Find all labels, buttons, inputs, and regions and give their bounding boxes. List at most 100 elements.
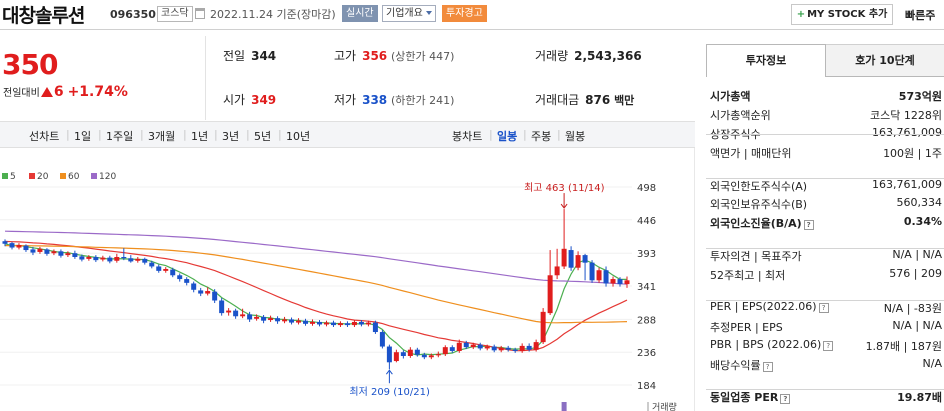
volume-label: 거래량 — [535, 49, 569, 63]
candle — [624, 276, 630, 288]
candle — [191, 281, 197, 293]
candle-chart-label: 봉차트 — [452, 130, 483, 143]
legend-swatch — [29, 173, 35, 179]
candle — [289, 317, 295, 325]
legend-swatch — [91, 173, 97, 179]
candle — [379, 330, 385, 349]
period-10y[interactable]: 10년 — [286, 130, 311, 143]
candle — [163, 267, 169, 273]
info-row: 배당수익률? N/A — [710, 357, 942, 375]
candle — [491, 344, 497, 353]
period-bar: 선차트 | 1일 | 1주일 | 3개월 | 1년 | 3년 | 5년 | 10… — [0, 121, 695, 148]
line-chart-label: 선차트 — [29, 130, 60, 143]
candle-daily[interactable]: 일봉 — [497, 130, 518, 143]
prev-value: 344 — [251, 49, 277, 63]
chevron-down-icon — [426, 11, 432, 15]
divider: | — [140, 128, 144, 141]
y-tick-label: 393 — [637, 249, 656, 260]
prev-label: 전일 — [223, 49, 246, 63]
candle — [268, 315, 274, 322]
period-5y[interactable]: 5년 — [254, 130, 272, 143]
price-change: 전일대비 6 +1.74% — [3, 84, 128, 100]
legend-ma20: 20 — [29, 172, 48, 182]
candle — [414, 347, 420, 357]
candle — [142, 257, 148, 265]
add-mystock-button[interactable]: + MY STOCK 추가 — [791, 4, 893, 25]
info-row-value: N/A | -83원 — [883, 302, 942, 315]
quick-order-link[interactable]: 빠른주 — [905, 9, 936, 22]
candle — [93, 255, 99, 263]
candle — [254, 314, 260, 321]
stock-code: 096350 — [110, 8, 156, 21]
info-row: 추정PER | EPS N/A | N/A — [710, 319, 942, 337]
info-row: 외국인보유주식수(B) 560,334 — [710, 196, 942, 214]
market-badge: 코스닥 — [157, 6, 193, 22]
candle — [449, 345, 455, 353]
candle-monthly[interactable]: 월봉 — [565, 130, 586, 143]
volume-area: 거래량 — [561, 401, 677, 411]
trade-amount: 거래대금 876 백만 — [535, 91, 634, 108]
divider: | — [66, 128, 70, 141]
realtime-button[interactable]: 실시간 — [342, 5, 378, 22]
candle — [603, 266, 609, 287]
candle — [372, 320, 378, 334]
open-label: 시가 — [223, 93, 246, 107]
period-1y[interactable]: 1년 — [191, 130, 209, 143]
max-annotation: 최고 463 (11/14) — [524, 182, 605, 194]
candle — [100, 255, 106, 262]
candle — [296, 318, 302, 325]
help-icon[interactable]: ? — [818, 303, 829, 313]
candle — [582, 253, 588, 281]
tab-order-book[interactable]: 호가 10단계 — [826, 44, 944, 77]
candle — [198, 287, 204, 297]
candle — [568, 246, 574, 271]
candle — [282, 316, 288, 324]
candlestick-chart[interactable]: 498 446 393 341 288 236 184 최고 463 (11/14) 최저 2… — [0, 148, 695, 411]
tab-investment-info[interactable]: 투자정보 — [706, 44, 826, 77]
candle — [65, 251, 71, 257]
info-row-label: PBR | BPS (2022.06)? — [710, 338, 834, 351]
candle — [135, 256, 141, 263]
candle — [233, 308, 239, 319]
help-icon[interactable]: ? — [803, 220, 814, 230]
stock-title: 대창솔루션 — [2, 5, 85, 27]
legend-swatch — [2, 173, 8, 179]
candle — [421, 352, 427, 360]
candle — [330, 320, 336, 327]
upper-limit: (상한가 447) — [390, 50, 455, 63]
open-value: 349 — [251, 93, 277, 107]
period-1w[interactable]: 1주일 — [106, 130, 134, 143]
period-1d[interactable]: 1일 — [74, 130, 92, 143]
candle — [554, 248, 560, 280]
info-row: 52주최고 | 최저 576 | 209 — [710, 267, 942, 285]
amount-label: 거래대금 — [535, 93, 580, 107]
candle — [533, 339, 539, 352]
candle-weekly[interactable]: 주봉 — [531, 130, 552, 143]
divider: | — [98, 128, 102, 141]
candle — [2, 239, 8, 247]
candle — [79, 254, 85, 262]
section-divider — [706, 389, 944, 390]
plus-icon: + — [796, 9, 806, 20]
company-overview-label: 기업개요 — [386, 8, 423, 19]
help-icon[interactable]: ? — [780, 394, 791, 404]
period-3y[interactable]: 3년 — [222, 130, 240, 143]
company-overview-dropdown[interactable]: 기업개요 — [382, 5, 436, 22]
min-arrow-head — [385, 369, 393, 375]
investment-warning-badge[interactable]: 투자경고 — [442, 5, 487, 22]
candle — [226, 308, 232, 316]
candle — [365, 320, 371, 327]
add-mystock-label: MY STOCK 추가 — [807, 9, 888, 20]
divider: | — [183, 128, 187, 141]
candle — [477, 342, 483, 351]
candle — [86, 255, 92, 261]
candle — [303, 318, 309, 326]
period-3m[interactable]: 3개월 — [148, 130, 176, 143]
ma-line — [5, 244, 628, 324]
volume: 거래량 2,543,366 — [535, 47, 642, 64]
help-icon[interactable]: ? — [762, 362, 773, 372]
candle — [400, 350, 406, 359]
help-icon[interactable]: ? — [823, 341, 834, 351]
divider: | — [489, 128, 493, 141]
info-row: 시가총액 573억원 — [710, 88, 942, 106]
